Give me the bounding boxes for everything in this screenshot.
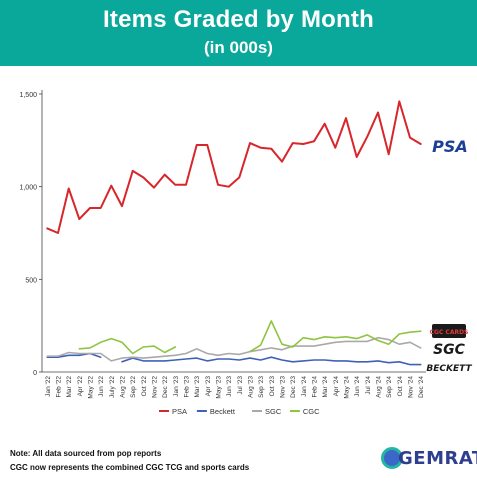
x-tick-label: Sep '24 bbox=[386, 376, 393, 398]
x-tick-label: Feb '22 bbox=[56, 376, 63, 398]
psa-logo: PSA bbox=[428, 137, 472, 156]
cgc-logo-text: CGC CARDS bbox=[430, 329, 469, 336]
x-tick-label: May '22 bbox=[88, 376, 95, 399]
legend-label: PSA bbox=[172, 407, 187, 416]
x-tick-label: Jun '23 bbox=[226, 376, 233, 397]
sgc-logo: SGC bbox=[433, 342, 466, 358]
gemrate-logo-mark-icon bbox=[381, 447, 403, 469]
series-line-psa bbox=[46, 100, 422, 234]
gemrate-logo-text: GEMRATE bbox=[398, 448, 477, 469]
x-tick-label: Oct '24 bbox=[397, 376, 404, 397]
x-tick-label: Jan '23 bbox=[173, 376, 180, 397]
y-tick-label: 0 bbox=[33, 370, 37, 377]
x-tick-label: Apr '22 bbox=[77, 376, 84, 397]
x-tick-label: Mar '23 bbox=[194, 376, 201, 398]
x-tick-label: Feb '24 bbox=[312, 376, 319, 398]
chart-header: Items Graded by Month (in 000s) bbox=[0, 0, 477, 66]
legend-label: Beckett bbox=[210, 407, 236, 416]
x-tick-label: May '23 bbox=[216, 376, 223, 399]
footnote-source: Note: All data sourced from pop reports bbox=[10, 449, 162, 458]
x-tick-label: Mar '22 bbox=[66, 376, 73, 398]
y-tick-label: 1,500 bbox=[19, 92, 37, 99]
chart-axes: 0 500 1,000 1,500 Jan '22 Feb '22 Mar '22 Apr '… bbox=[19, 90, 426, 399]
x-tick-label: Oct '23 bbox=[269, 376, 276, 397]
footnote-cgc: CGC now represents the combined CGC TCG … bbox=[10, 463, 250, 472]
x-tick-label: Oct '22 bbox=[141, 376, 148, 397]
y-tick-label: 1,000 bbox=[19, 185, 37, 192]
x-tick-label: Jan '22 bbox=[45, 376, 52, 397]
x-tick-label: Jan '24 bbox=[301, 376, 308, 397]
x-tick-label: Jun '24 bbox=[354, 376, 361, 397]
x-tick-label: Jul '24 bbox=[365, 376, 372, 395]
x-tick-label: Jul '23 bbox=[237, 376, 244, 395]
gemrate-logo: GEMRATE bbox=[381, 446, 477, 474]
series-line-cgc bbox=[249, 320, 422, 353]
x-tick-label: Nov '22 bbox=[152, 376, 159, 398]
y-tick-label: 500 bbox=[25, 277, 37, 284]
beckett-logo-text: BECKETT bbox=[426, 364, 472, 374]
x-tick-label: Apr '23 bbox=[205, 376, 212, 397]
x-tick-label: Mar '24 bbox=[322, 376, 329, 398]
brand-logos: PSA CGC CARDS SGC BECKETT bbox=[426, 137, 472, 374]
x-tick-label: May '24 bbox=[344, 376, 351, 399]
x-tick-label: Aug '23 bbox=[248, 376, 255, 398]
x-tick-label: Apr '24 bbox=[333, 376, 340, 397]
x-tick-label: Dec '23 bbox=[290, 376, 297, 398]
x-tick-label: Nov '23 bbox=[280, 376, 287, 398]
x-tick-label: Sep '23 bbox=[258, 376, 265, 398]
psa-logo-text: PSA bbox=[432, 137, 468, 156]
legend-label: SGC bbox=[265, 407, 282, 416]
line-chart: 0 500 1,000 1,500 Jan '22 Feb '22 Mar '22 Apr '… bbox=[19, 90, 472, 416]
sgc-logo-text: SGC bbox=[433, 342, 466, 358]
cgc-logo: CGC CARDS bbox=[430, 324, 469, 338]
chart-subtitle: (in 000s) bbox=[204, 38, 273, 57]
x-tick-label: Dec '24 bbox=[418, 376, 425, 398]
x-tick-label: Feb '23 bbox=[184, 376, 191, 398]
series-line-cgc bbox=[78, 337, 177, 355]
x-tick-label: Nov '24 bbox=[408, 376, 415, 398]
x-tick-label: Dec '22 bbox=[162, 376, 169, 398]
x-tick-label: Aug '22 bbox=[120, 376, 127, 398]
x-tick-label: Jun '22 bbox=[98, 376, 105, 397]
beckett-logo: BECKETT bbox=[426, 364, 472, 374]
chart-legend: PSA Beckett SGC CGC bbox=[159, 407, 320, 416]
series-line-sgc bbox=[46, 336, 422, 362]
series-lines bbox=[46, 100, 422, 366]
x-tick-label: July '22 bbox=[109, 376, 116, 398]
chart-title: Items Graded by Month bbox=[103, 6, 374, 33]
legend-label: CGC bbox=[303, 407, 320, 416]
x-tick-label: Sep '22 bbox=[130, 376, 137, 398]
series-line-beckett bbox=[121, 356, 422, 366]
x-tick-label: Aug '24 bbox=[376, 376, 383, 398]
